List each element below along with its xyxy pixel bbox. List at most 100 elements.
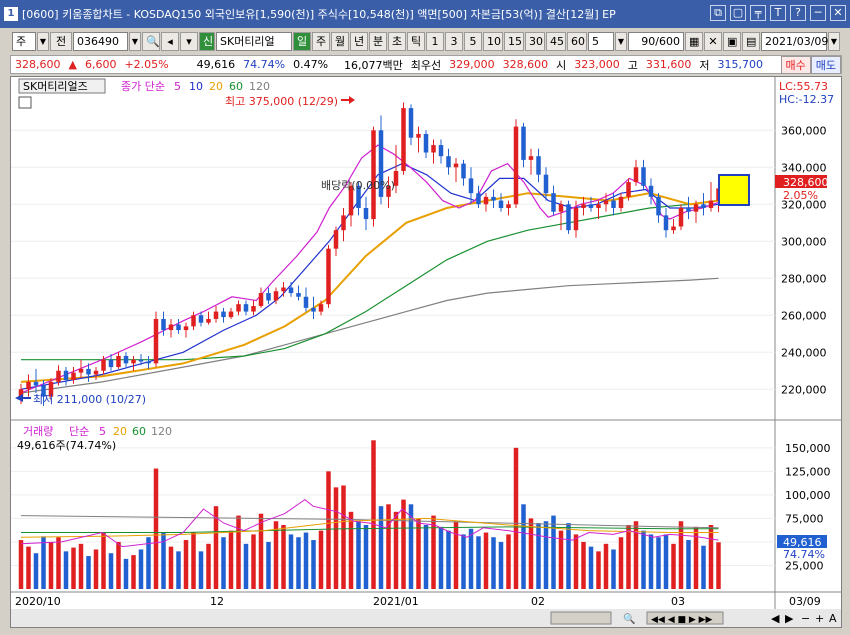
candle-body	[183, 326, 189, 331]
ma60-line	[21, 200, 719, 361]
max-price-label: 최고 375,000 (12/29)	[225, 95, 338, 108]
chart-scrollbar[interactable]	[11, 609, 841, 627]
buy-button[interactable]: 매수	[780, 55, 811, 74]
volume-bar	[281, 525, 286, 589]
volume-bar	[431, 515, 436, 589]
sell-button[interactable]: 매도	[810, 55, 841, 74]
max-arrow-icon	[341, 96, 355, 104]
interval-15-button[interactable]: 15	[504, 31, 524, 51]
candle-body	[348, 185, 354, 216]
candle-body	[138, 359, 144, 362]
chart-svg[interactable]: 220,000 240,000 260,000 280,000 300,000 320,0…	[11, 77, 841, 627]
period-tick-button[interactable]: 틱	[407, 31, 425, 51]
date-dropdown-icon[interactable]: ▼	[828, 31, 840, 51]
window-tile-button[interactable]: ⧉	[710, 5, 726, 21]
grid-tool-icon[interactable]: ▦	[685, 31, 703, 51]
play-controls-icon[interactable]: ◀◀ ◀ ■ ▶ ▶▶	[651, 615, 713, 625]
window-help-button[interactable]: ?	[790, 5, 806, 21]
candle-body	[108, 359, 114, 368]
window-minimize-button[interactable]: ─	[810, 5, 826, 21]
candle-body	[131, 359, 136, 364]
candle-body	[401, 108, 406, 171]
settings-icon[interactable]: ▾	[180, 31, 198, 51]
volume-bar	[693, 526, 699, 589]
stock-name-field: SK머티리얼	[216, 31, 292, 51]
volume-bar	[513, 447, 519, 589]
candle-body	[303, 296, 309, 308]
candle-body	[491, 196, 496, 201]
candle-body	[431, 145, 436, 153]
save-icon[interactable]: ▣	[723, 31, 741, 51]
volume-bar	[701, 545, 706, 589]
candle-body	[446, 156, 451, 168]
window-pin-button[interactable]: ╤	[750, 5, 766, 21]
period-month-button[interactable]: 월	[331, 31, 349, 51]
zoom-in-icon[interactable]: 🔍	[623, 612, 635, 625]
best-bid: 328,600	[502, 58, 549, 71]
candle-body	[311, 307, 316, 312]
prev-button[interactable]: 전	[50, 31, 72, 51]
interval-10-button[interactable]: 10	[483, 31, 503, 51]
market-select[interactable]: 주	[12, 31, 36, 51]
volume-bar	[48, 541, 54, 589]
period-week-button[interactable]: 주	[312, 31, 330, 51]
price-tick-label: 220,000	[781, 383, 827, 396]
window-close-button[interactable]: ✕	[830, 5, 846, 21]
volume-bar	[183, 540, 189, 589]
scroll-right-icon[interactable]: ▶	[785, 612, 794, 625]
last-price-tag-text: 328,600	[783, 176, 829, 189]
up-arrow-icon: ▲	[68, 58, 77, 71]
candle-body	[213, 311, 219, 319]
interval-45-button[interactable]: 45	[546, 31, 566, 51]
period-year-button[interactable]: 년	[350, 31, 368, 51]
last-price-tag	[775, 175, 827, 188]
period-minute-button[interactable]: 분	[369, 31, 387, 51]
date-input[interactable]: 2021/03/09	[761, 31, 828, 51]
code-dropdown-icon[interactable]: ▼	[129, 31, 141, 51]
period-second-button[interactable]: 초	[388, 31, 406, 51]
stock-legend-box[interactable]	[18, 78, 106, 94]
playback-controls[interactable]	[646, 611, 724, 625]
current-cursor-box[interactable]	[718, 174, 750, 206]
calendar-icon[interactable]: ▤	[742, 31, 760, 51]
volume-bar	[453, 521, 459, 589]
interval-30-button[interactable]: 30	[525, 31, 545, 51]
volume-bar	[581, 541, 586, 589]
stock-code-input[interactable]: 036490	[73, 31, 128, 51]
volume-bar	[101, 532, 106, 589]
last-pct-tag: 2.05%	[783, 189, 818, 202]
zoom-plus-icon[interactable]: +	[815, 612, 824, 625]
volume-bar	[663, 534, 669, 589]
auto-scale-icon[interactable]: A	[829, 612, 837, 625]
vma60-line	[21, 526, 719, 533]
scroll-left-icon[interactable]: ◀	[771, 612, 780, 625]
speaker-icon[interactable]: ◂	[161, 31, 179, 51]
interval-dropdown-icon[interactable]: ▼	[615, 31, 627, 51]
volume-bar	[446, 530, 451, 589]
candle-body	[228, 311, 234, 318]
chart-area[interactable]: 220,000 240,000 260,000 280,000 300,000 320,0…	[10, 76, 842, 628]
current-price: 328,600	[15, 58, 61, 71]
volume-bar	[33, 553, 39, 589]
zoom-out-icon[interactable]: −	[801, 612, 810, 625]
interval-select[interactable]: 5	[588, 31, 614, 51]
volume-last-pct: 74.74%	[783, 548, 825, 561]
search-icon[interactable]: 🔍	[142, 31, 160, 51]
interval-60-button[interactable]: 60	[567, 31, 587, 51]
volume-bar	[708, 525, 714, 589]
data-count-field[interactable]: 90/600	[628, 31, 684, 51]
table-toggle-icon[interactable]	[18, 96, 32, 109]
cross-tool-icon[interactable]: ✕	[704, 31, 722, 51]
best-ask-label: 최우선	[410, 58, 442, 72]
volume-bar	[626, 525, 631, 589]
window-font-button[interactable]: T	[770, 5, 786, 21]
zoom-slider[interactable]	[550, 611, 612, 625]
interval-3-button[interactable]: 3	[445, 31, 463, 51]
period-day-button[interactable]: 일	[293, 31, 311, 51]
window-restore-button[interactable]: ▢	[730, 5, 746, 21]
window-title: [0600] 키움종합차트 - KOSDAQ150 외국인보유[1,590(천)…	[22, 8, 616, 21]
market-dropdown-icon[interactable]: ▼	[37, 31, 49, 51]
candle-body	[341, 215, 346, 231]
interval-5-button[interactable]: 5	[464, 31, 482, 51]
interval-1-button[interactable]: 1	[426, 31, 444, 51]
